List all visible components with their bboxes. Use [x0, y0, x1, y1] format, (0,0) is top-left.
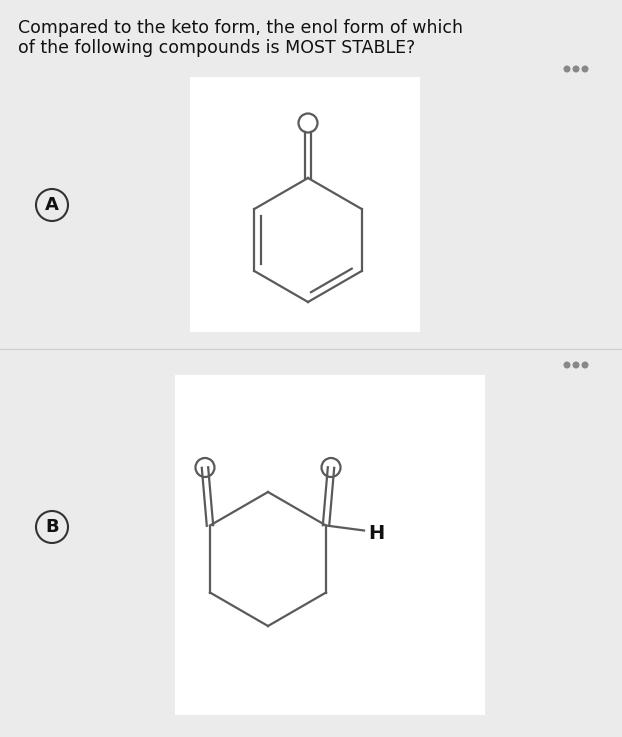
Bar — [190, 77, 420, 332]
Text: B: B — [45, 518, 59, 536]
Bar — [0, 352, 622, 722]
Circle shape — [564, 66, 570, 71]
Circle shape — [582, 362, 588, 368]
Bar — [0, 55, 622, 347]
Text: of the following compounds is MOST STABLE?: of the following compounds is MOST STABL… — [18, 39, 415, 57]
Bar — [175, 375, 485, 715]
Circle shape — [582, 66, 588, 71]
Circle shape — [573, 362, 579, 368]
Circle shape — [573, 66, 579, 71]
Text: H: H — [368, 524, 384, 543]
Text: A: A — [45, 196, 59, 214]
Circle shape — [564, 362, 570, 368]
Text: Compared to the keto form, the enol form of which: Compared to the keto form, the enol form… — [18, 19, 463, 37]
